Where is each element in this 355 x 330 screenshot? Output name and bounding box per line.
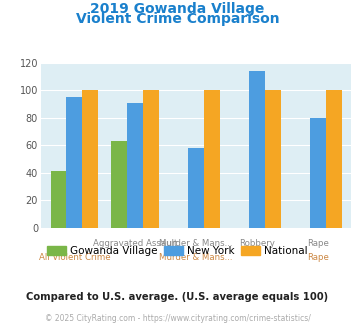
Legend: Gowanda Village, New York, National: Gowanda Village, New York, National <box>43 242 312 260</box>
Text: Violent Crime Comparison: Violent Crime Comparison <box>76 12 279 25</box>
Bar <box>50 171 66 228</box>
Text: Murder & Mans...: Murder & Mans... <box>159 239 233 248</box>
Bar <box>249 71 265 228</box>
Text: Rape: Rape <box>307 239 329 248</box>
Text: Murder & Mans...: Murder & Mans... <box>159 253 233 262</box>
Bar <box>66 97 82 228</box>
Bar <box>310 118 326 228</box>
Text: Aggravated Assault: Aggravated Assault <box>93 239 178 248</box>
Bar <box>188 148 204 228</box>
Text: © 2025 CityRating.com - https://www.cityrating.com/crime-statistics/: © 2025 CityRating.com - https://www.city… <box>45 314 310 323</box>
Text: Compared to U.S. average. (U.S. average equals 100): Compared to U.S. average. (U.S. average … <box>26 292 329 302</box>
Text: 2019 Gowanda Village: 2019 Gowanda Village <box>90 2 265 16</box>
Text: Rape: Rape <box>307 253 329 262</box>
Bar <box>326 90 342 228</box>
Bar <box>111 141 127 228</box>
Bar <box>204 90 220 228</box>
Bar <box>143 90 159 228</box>
Bar <box>265 90 281 228</box>
Text: All Violent Crime: All Violent Crime <box>38 253 110 262</box>
Bar <box>82 90 98 228</box>
Bar <box>127 103 143 228</box>
Text: Robbery: Robbery <box>239 239 275 248</box>
